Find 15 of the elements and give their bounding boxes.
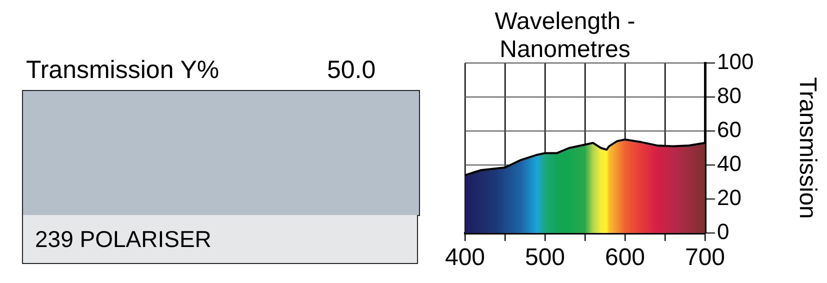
y-tick-label: 80 [717,83,742,108]
chart-title: Wavelength - Nanometres [494,8,636,64]
y-axis-title: Transmission [794,77,821,219]
x-tick-label: 500 [524,244,566,272]
y-tick-label: 100 [717,49,754,74]
y-tick-label: 40 [717,151,742,176]
text: 50.0 [327,55,376,86]
x-tick-label: 600 [604,244,646,272]
x-tick-label: 700 [684,244,726,272]
y-tick-label: 0 [717,219,730,244]
y-tick-label: 20 [717,185,742,210]
text: Transmission Y% [26,55,220,86]
y-tick-label: 60 [717,117,742,142]
x-tick-label: 400 [444,244,486,272]
text: 239 POLARISER [22,215,418,264]
